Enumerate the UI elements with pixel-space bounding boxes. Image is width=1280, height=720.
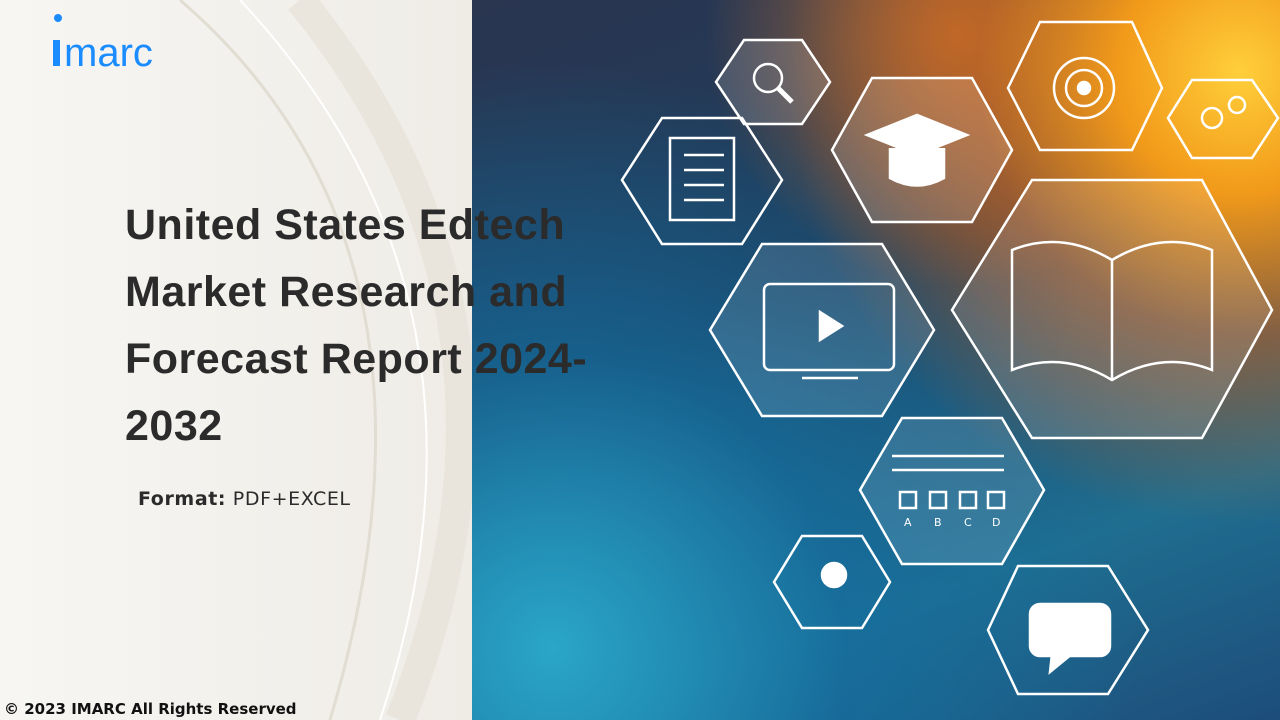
hero-image: A B C D: [472, 0, 1280, 720]
left-panel: [0, 0, 472, 720]
quiz-option-b: B: [934, 516, 942, 529]
open-book-icon: [950, 178, 1274, 440]
checklist-icon: [620, 116, 784, 246]
search-icon: [714, 38, 832, 126]
quiz-option-d: D: [992, 516, 1000, 529]
quiz-option-c: C: [964, 516, 972, 529]
title-line: 2032: [125, 402, 223, 450]
molecule-icon: [1166, 78, 1280, 160]
video-monitor-icon: [708, 242, 936, 418]
format-value: PDF+EXCEL: [232, 488, 351, 510]
lightbulb-icon: [772, 534, 892, 630]
hexagon-icons: A B C D: [620, 20, 1280, 696]
quiz-abcd-icon: A B C D: [858, 416, 1046, 566]
title-line: Forecast Report 2024-: [125, 335, 588, 383]
title-line: Market Research and: [125, 268, 568, 316]
chat-bubble-icon: [986, 564, 1150, 696]
format-label: Format:: [138, 488, 227, 510]
graduation-cap-icon: [830, 76, 1014, 224]
quiz-option-a: A: [904, 516, 912, 529]
title-line: United States Edtech: [125, 201, 566, 249]
decorative-arcs: [179, 0, 472, 720]
imarc-logo: marc: [53, 14, 153, 72]
copyright-footer: © 2023 IMARC All Rights Reserved: [4, 700, 297, 718]
report-title: United States Edtech Market Research and…: [125, 192, 685, 460]
format-info: Format: PDF+EXCEL: [138, 488, 351, 510]
target-icon: [1006, 20, 1164, 152]
svg-text:marc: marc: [64, 31, 153, 72]
